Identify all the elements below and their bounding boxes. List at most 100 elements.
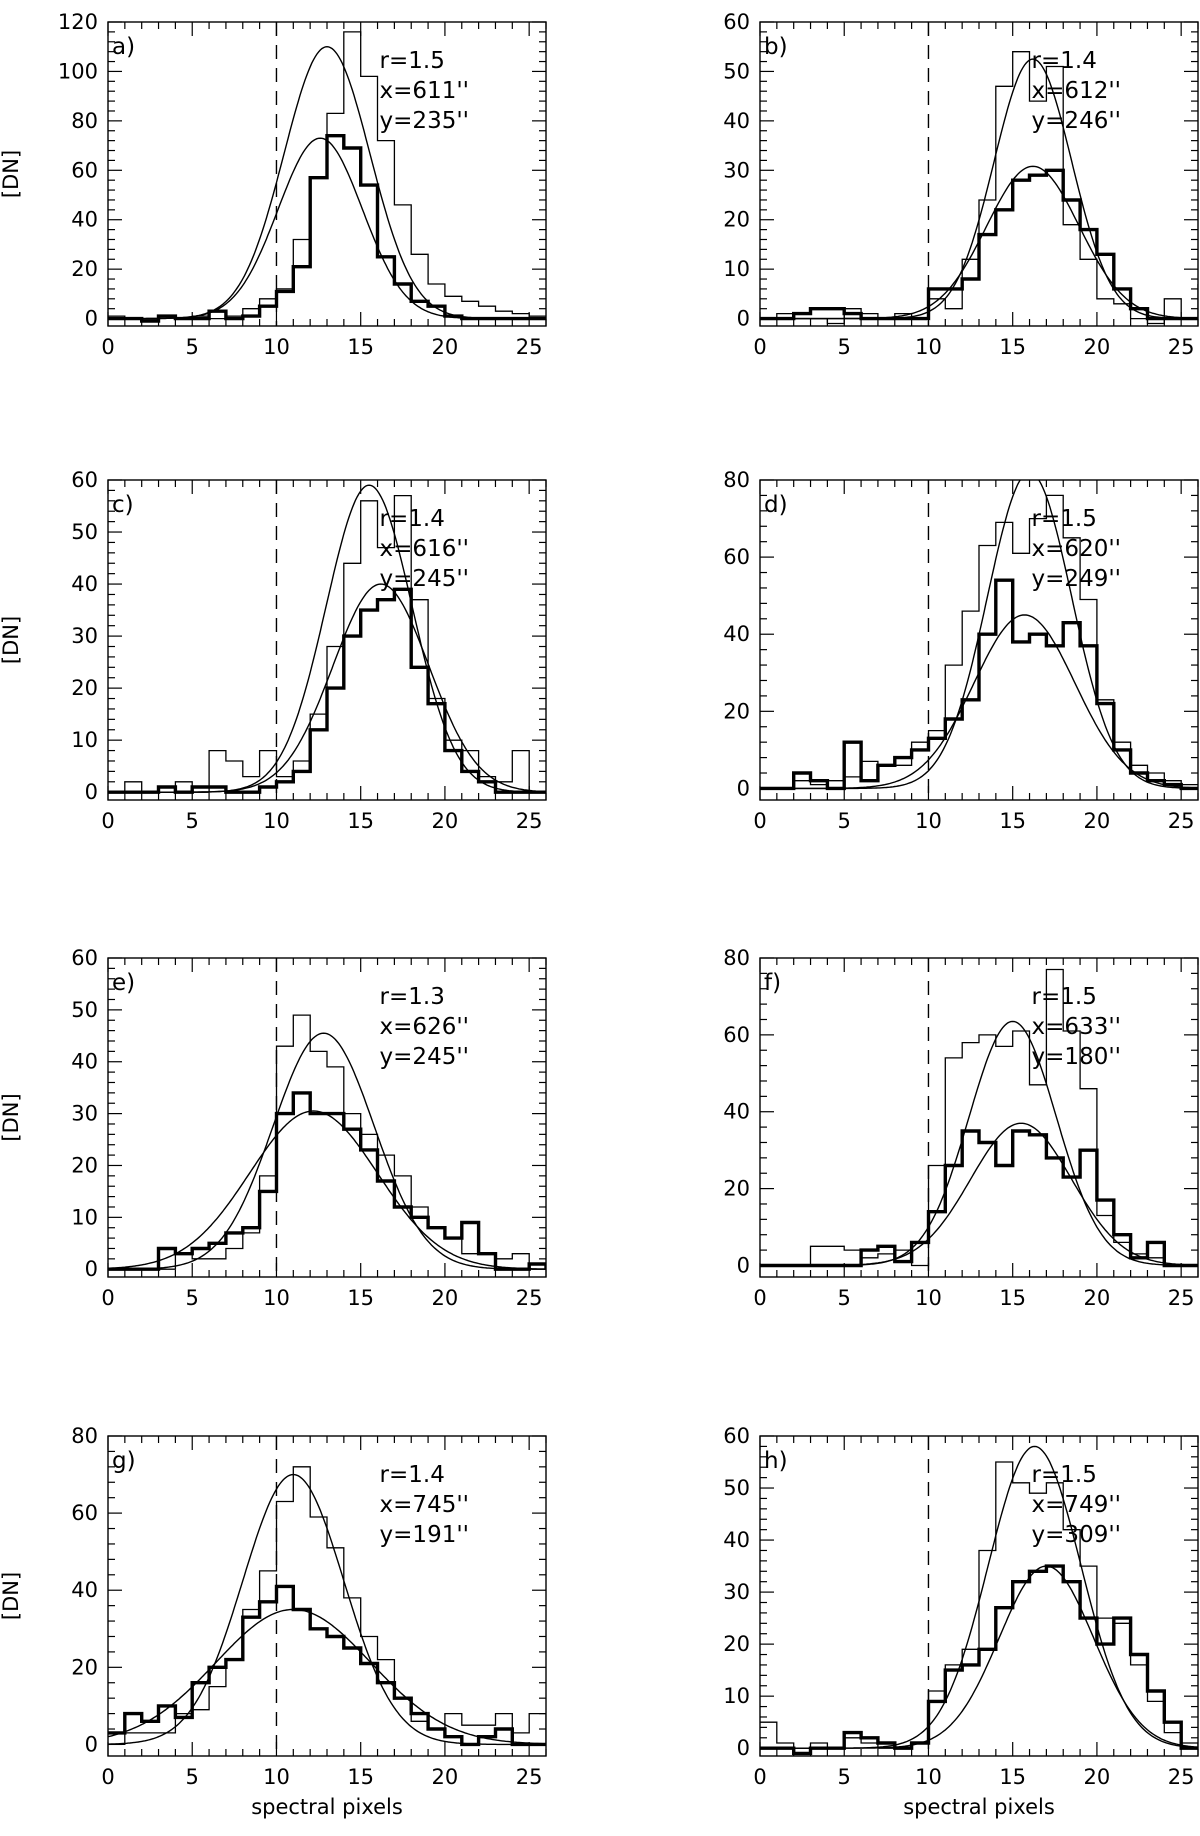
x-tick-label: 25 <box>516 1286 543 1310</box>
y-tick-label: 40 <box>723 1100 750 1124</box>
annotation-line: x=633'' <box>1032 1014 1121 1040</box>
histogram-thin <box>108 1466 546 1746</box>
y-tick-label: 30 <box>71 624 98 648</box>
gaussian-fit <box>108 1110 546 1270</box>
y-tick-label: 60 <box>723 1424 750 1448</box>
y-tick-label: 80 <box>71 109 98 133</box>
x-tick-label: 0 <box>753 335 766 359</box>
histogram-thick <box>108 1091 546 1271</box>
histogram-thick <box>108 134 546 323</box>
annotation-line: y=309'' <box>1032 1522 1121 1548</box>
y-axis-title: [DN] <box>0 150 23 198</box>
gaussian-fit <box>108 1032 546 1270</box>
x-tick-label: 15 <box>347 809 374 833</box>
y-axis-title: [DN] <box>0 1093 23 1141</box>
y-tick-label: 0 <box>85 780 98 804</box>
y-tick-label: 60 <box>71 468 98 492</box>
histogram-thick <box>108 1584 546 1747</box>
y-tick-label: 50 <box>71 998 98 1022</box>
histogram-thin <box>108 494 546 793</box>
x-tick-label: 25 <box>1168 1765 1195 1789</box>
y-tick-label: 0 <box>85 1257 98 1281</box>
panel-tag: d) <box>764 492 788 518</box>
x-tick-label: 0 <box>753 809 766 833</box>
x-tick-label: 20 <box>432 335 459 359</box>
panel-f: 0 5 10 15 20 25 0 20 40 60 80 f) r=1.5 x=633'' y=180'' <box>723 946 1199 1310</box>
annotation-line: r=1.5 <box>1032 506 1097 532</box>
x-tick-label: 25 <box>516 1765 543 1789</box>
y-tick-label: 20 <box>723 1632 750 1656</box>
x-tick-label: 5 <box>186 809 199 833</box>
gaussian-fit <box>108 45 546 320</box>
annotation-line: y=180'' <box>1032 1044 1121 1070</box>
annotation-line: x=749'' <box>1032 1492 1121 1518</box>
x-tick-label: 10 <box>263 809 290 833</box>
gaussian-fit <box>760 165 1198 320</box>
y-tick-label: 80 <box>723 468 750 492</box>
y-tick-label: 50 <box>723 1476 750 1500</box>
x-tick-label: 0 <box>101 1765 114 1789</box>
y-tick-label: 30 <box>71 1102 98 1126</box>
x-tick-label: 20 <box>1084 809 1111 833</box>
histogram-thin <box>760 968 1198 1267</box>
x-tick-label: 20 <box>1084 1765 1111 1789</box>
x-tick-label: 10 <box>915 1765 942 1789</box>
gaussian-fit <box>760 614 1198 790</box>
y-axis-title: [DN] <box>0 1572 23 1620</box>
x-tick-label: 5 <box>186 1765 199 1789</box>
x-tick-label: 20 <box>432 1765 459 1789</box>
y-tick-label: 20 <box>71 257 98 281</box>
y-tick-label: 40 <box>723 1528 750 1552</box>
gaussian-fit <box>108 583 546 793</box>
y-tick-label: 80 <box>71 1424 98 1448</box>
x-tick-label: 0 <box>753 1765 766 1789</box>
x-tick-label: 20 <box>432 1286 459 1310</box>
histogram-thick <box>760 1129 1198 1268</box>
x-tick-label: 5 <box>838 809 851 833</box>
y-tick-label: 10 <box>71 728 98 752</box>
x-tick-label: 5 <box>186 335 199 359</box>
y-tick-label: 50 <box>71 520 98 544</box>
x-tick-label: 15 <box>347 1765 374 1789</box>
gaussian-fit <box>760 1122 1198 1267</box>
x-tick-label: 25 <box>1168 1286 1195 1310</box>
y-tick-label: 0 <box>737 1736 750 1760</box>
histogram-thick <box>108 587 546 794</box>
histogram-thin <box>108 1014 546 1270</box>
histogram-thin <box>760 51 1198 325</box>
x-tick-label: 10 <box>263 335 290 359</box>
x-tick-label: 15 <box>999 1765 1026 1789</box>
y-tick-label: 30 <box>723 1580 750 1604</box>
panel-tag: c) <box>112 492 134 518</box>
x-tick-label: 15 <box>347 1286 374 1310</box>
x-tick-label: 0 <box>101 1286 114 1310</box>
y-tick-label: 60 <box>723 545 750 569</box>
annotation-line: x=612'' <box>1032 78 1121 104</box>
annotation-line: x=611'' <box>380 78 469 104</box>
x-tick-label: 20 <box>1084 335 1111 359</box>
x-tick-label: 10 <box>263 1765 290 1789</box>
y-tick-label: 80 <box>723 946 750 970</box>
annotation-line: y=245'' <box>380 566 469 592</box>
y-tick-label: 40 <box>71 208 98 232</box>
x-tick-label: 15 <box>999 1286 1026 1310</box>
panel-b: 0 5 10 15 20 25 0 10 20 30 40 50 60 b) r=1.4 x=612'' y=2… <box>723 10 1199 359</box>
panel-a: 0 5 10 15 20 25 0 20 40 60 80 100 120 a) r=1.5 x=611'' y… <box>0 10 547 359</box>
gaussian-fit <box>108 1608 546 1745</box>
y-tick-label: 40 <box>723 109 750 133</box>
annotation-line: x=626'' <box>380 1014 469 1040</box>
annotation-line: x=616'' <box>380 536 469 562</box>
panel-tag: b) <box>764 34 788 60</box>
y-tick-label: 60 <box>71 1501 98 1525</box>
x-tick-label: 10 <box>263 1286 290 1310</box>
x-tick-label: 5 <box>838 1765 851 1789</box>
x-tick-label: 20 <box>432 809 459 833</box>
y-tick-label: 20 <box>723 699 750 723</box>
y-tick-label: 40 <box>71 572 98 596</box>
panel-tag: h) <box>764 1448 788 1474</box>
annotation-line: y=245'' <box>380 1044 469 1070</box>
histogram-thick <box>760 168 1198 321</box>
histogram-thin <box>760 1461 1198 1749</box>
annotation-line: y=235'' <box>380 108 469 134</box>
panel-d: 0 5 10 15 20 25 0 20 40 60 80 d) r=1.5 x=620'' y=249'' <box>723 468 1199 833</box>
